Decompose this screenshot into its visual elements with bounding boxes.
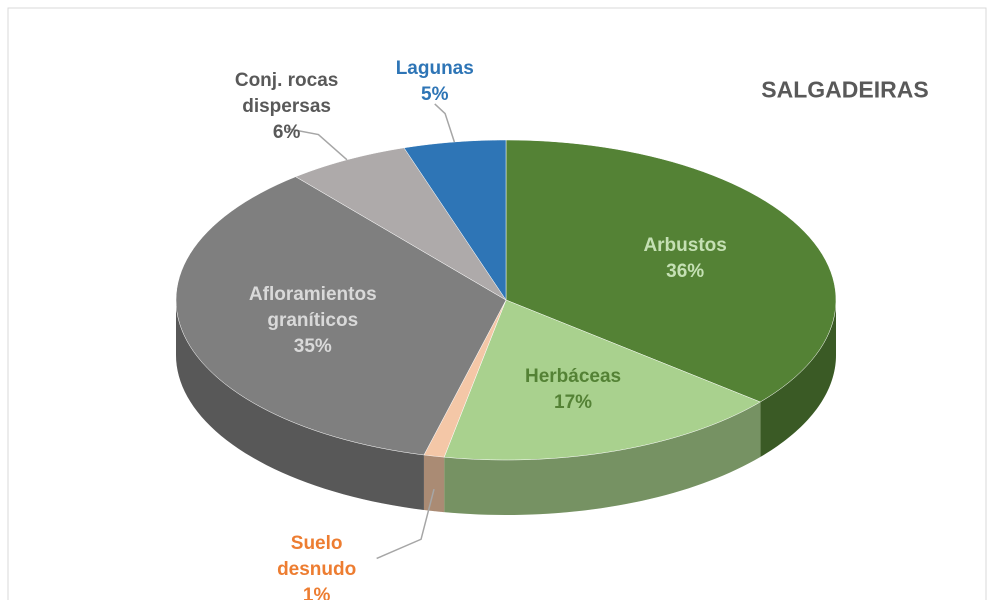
label-name: Herbáceas bbox=[525, 366, 622, 388]
leader-line bbox=[376, 488, 435, 560]
slice-side-shade bbox=[444, 401, 761, 515]
slice-side-shade bbox=[423, 454, 445, 513]
data-label: Lagunas 5% bbox=[396, 56, 474, 108]
slice bbox=[443, 299, 761, 461]
label-value: 17% bbox=[554, 392, 593, 414]
label-name: Arbustos bbox=[643, 235, 727, 257]
label-name: Conj. rocas dispersas bbox=[234, 69, 339, 117]
chart-title: SALGADEIRAS bbox=[761, 76, 929, 103]
label-value: 6% bbox=[272, 121, 301, 143]
slice-side-shade bbox=[176, 300, 424, 510]
label-name: Afloramientos graníticos bbox=[248, 283, 377, 331]
slice-side-shade bbox=[760, 300, 836, 457]
data-label: Conj. rocas dispersas 6% bbox=[222, 68, 352, 146]
data-label: Herbáceas 17% bbox=[525, 364, 621, 416]
slice-side bbox=[444, 401, 761, 515]
label-value: 5% bbox=[421, 83, 449, 105]
label-value: 1% bbox=[302, 585, 331, 600]
label-value: 35% bbox=[293, 335, 332, 357]
slice bbox=[403, 139, 507, 301]
slice bbox=[175, 176, 507, 456]
slice bbox=[423, 299, 507, 458]
data-label: Afloramientos graníticos 35% bbox=[225, 282, 400, 360]
leader-line bbox=[434, 103, 456, 143]
leader-line bbox=[286, 127, 348, 161]
slice-side bbox=[423, 454, 445, 513]
label-value: 36% bbox=[666, 261, 705, 283]
data-label: Suelo desnudo 1% bbox=[252, 531, 382, 600]
slice bbox=[505, 139, 837, 403]
chart-border bbox=[7, 7, 987, 600]
label-name: Suelo desnudo bbox=[277, 533, 357, 581]
slice-side bbox=[176, 300, 424, 510]
slice-side bbox=[760, 300, 836, 457]
data-label: Arbustos 36% bbox=[643, 233, 726, 285]
label-name: Lagunas bbox=[395, 57, 474, 79]
